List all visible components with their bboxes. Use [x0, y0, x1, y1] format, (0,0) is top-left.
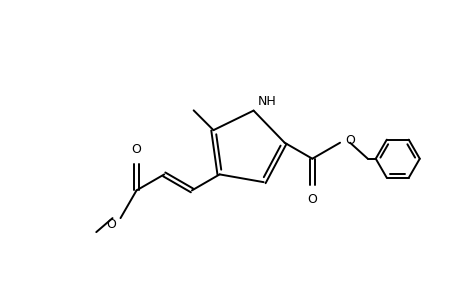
Text: O: O — [344, 134, 354, 147]
Text: O: O — [307, 193, 317, 206]
Text: O: O — [106, 218, 116, 231]
Text: NH: NH — [257, 94, 276, 108]
Text: O: O — [131, 143, 141, 156]
